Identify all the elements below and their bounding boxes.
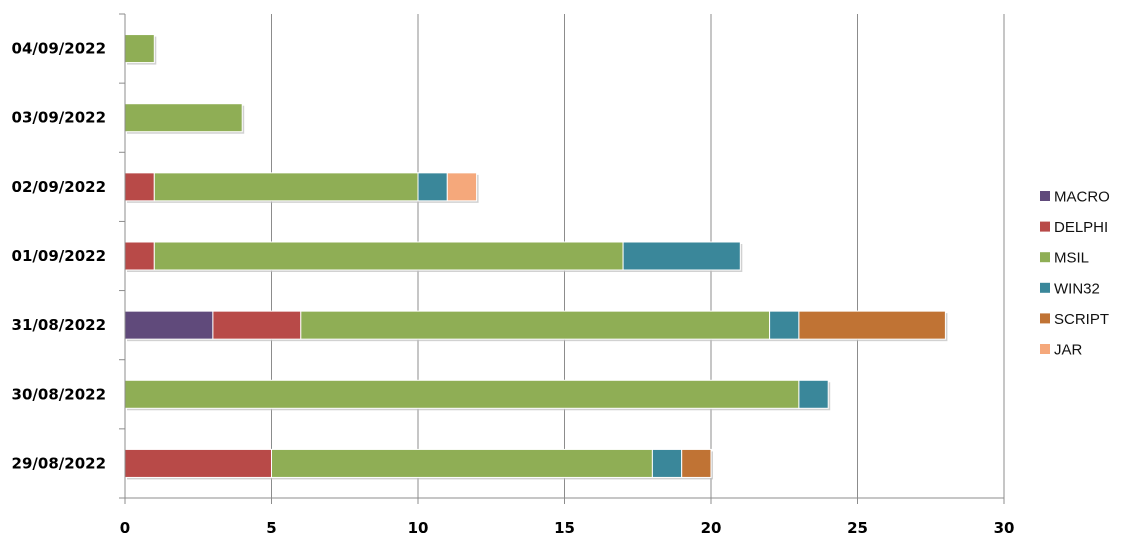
y-axis: 29/08/2022 30/08/2022 31/08/2022 01/09/2022… [12, 13, 126, 499]
y-tick-label: 30/08/2022 [12, 385, 106, 403]
bars [124, 34, 948, 480]
bar-segment-win32-30/08/2022 [798, 379, 829, 409]
bar-segment-msil-02/09/2022 [153, 172, 419, 202]
bar-segment-win32-01/09/2022 [622, 241, 741, 271]
y-tick-label: 03/09/2022 [12, 109, 106, 127]
legend-swatch-macro [1040, 191, 1050, 201]
bar-segment-msil-29/08/2022 [271, 448, 653, 478]
bar-segment-msil-04/09/2022 [124, 34, 155, 64]
bar-segment-macro-31/08/2022 [124, 310, 214, 340]
legend-swatch-script [1040, 313, 1050, 324]
legend-label-script: SCRIPT [1054, 311, 1109, 328]
legend-label-macro: MACRO [1054, 189, 1110, 206]
x-tick-label-30: 30 [994, 519, 1015, 537]
x-tick-label-5: 5 [266, 519, 276, 537]
bar-segment-win32-29/08/2022 [651, 448, 683, 478]
legend-swatch-win32 [1040, 282, 1050, 293]
bar-segment-msil-01/09/2022 [153, 241, 624, 271]
legend-label-jar: JAR [1054, 342, 1083, 359]
legend-label-win32: WIN32 [1054, 280, 1100, 297]
bar-segment-msil-31/08/2022 [300, 310, 771, 340]
x-axis: 0 5 10 15 20 25 30 [120, 497, 1015, 537]
legend-swatch-delphi [1040, 221, 1050, 232]
y-tick-label: 29/08/2022 [12, 454, 106, 472]
x-tick-label-20: 20 [701, 519, 722, 537]
bar-segment-win32-31/08/2022 [769, 310, 800, 340]
x-tick-label-25: 25 [847, 519, 868, 537]
x-tick-label-10: 10 [408, 519, 429, 537]
y-tick-label: 04/09/2022 [12, 40, 106, 58]
bar-segment-delphi-31/08/2022 [212, 310, 302, 340]
x-tick-label-0: 0 [120, 519, 130, 537]
y-tick-label: 31/08/2022 [12, 316, 106, 334]
bar-segment-jar-02/09/2022 [446, 172, 478, 202]
bar-segment-msil-03/09/2022 [124, 103, 243, 133]
bar-segment-delphi-01/09/2022 [124, 241, 155, 271]
legend-swatch-msil [1040, 252, 1050, 263]
legend-swatch-jar [1040, 344, 1050, 354]
y-tick-label: 02/09/2022 [12, 178, 106, 196]
y-tick-label: 01/09/2022 [12, 247, 106, 265]
bar-segment-delphi-02/09/2022 [124, 172, 155, 202]
bar-segment-msil-30/08/2022 [124, 379, 800, 409]
bar-segment-script-31/08/2022 [798, 310, 946, 340]
legend-label-msil: MSIL [1054, 250, 1089, 267]
bar-segment-script-29/08/2022 [681, 448, 712, 478]
bar-segment-win32-02/09/2022 [417, 172, 448, 202]
x-tick-label-15: 15 [554, 519, 575, 537]
legend: MACRO DELPHI MSIL WIN32 SCRIPT JAR [1040, 189, 1110, 359]
legend-label-delphi: DELPHI [1054, 219, 1108, 236]
bar-segment-delphi-29/08/2022 [124, 448, 272, 478]
